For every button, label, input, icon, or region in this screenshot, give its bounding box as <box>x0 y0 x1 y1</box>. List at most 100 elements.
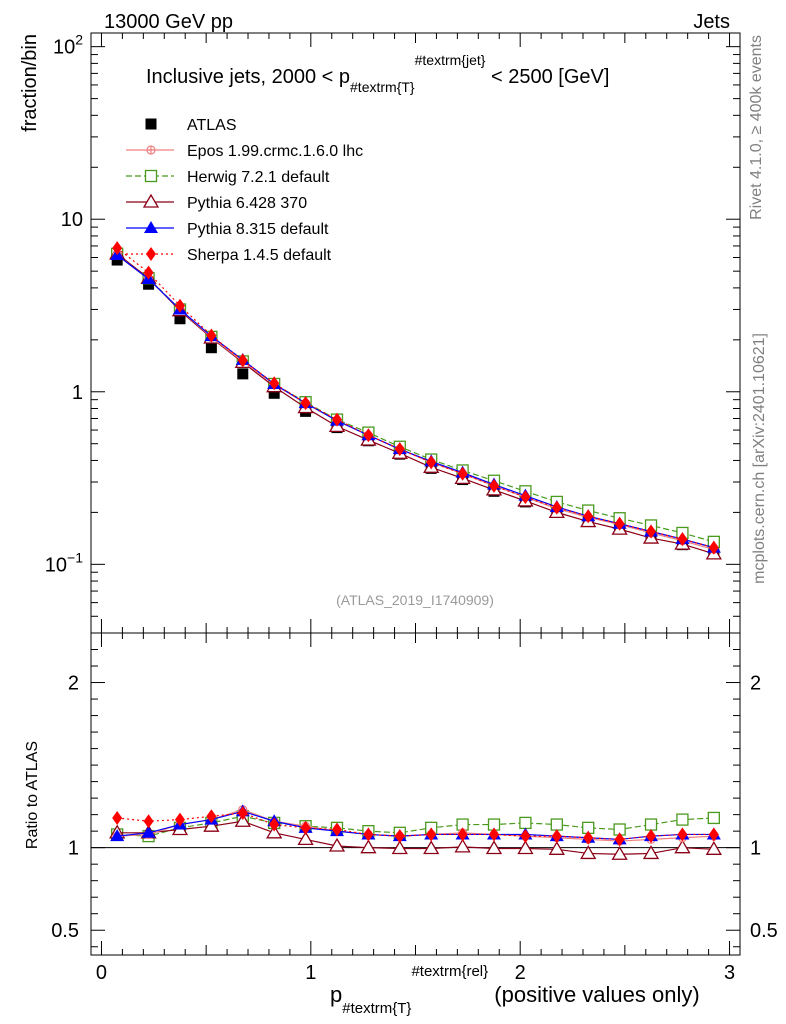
legend-entry-atlas: ATLAS <box>145 117 237 134</box>
xlabel-sub: #textrm{T} <box>342 1000 411 1017</box>
legend-marker <box>144 169 158 183</box>
rivet-label: Rivet 4.1.0, ≥ 400k events <box>748 35 765 220</box>
ratio-point-sherpa <box>677 827 688 842</box>
legend-entry-sherpa: Sherpa 1.4.5 default <box>126 247 332 264</box>
ratio-y-tick-label-left: 1 <box>68 838 79 860</box>
ratio-point-sherpa <box>489 827 500 842</box>
main-series-sherpa <box>112 241 719 555</box>
ratio-series-pythia6 <box>109 812 722 860</box>
ratio-point-pythia6 <box>266 824 283 839</box>
main-line-sherpa <box>116 247 714 549</box>
main-point-sherpa <box>269 376 280 391</box>
ratio-point-sherpa <box>394 829 405 844</box>
ratio-point-pythia6 <box>611 845 628 860</box>
main-point-sherpa <box>646 524 657 539</box>
ratio-point-sherpa <box>426 827 437 842</box>
ratio-point-pythia8 <box>141 825 156 838</box>
ratio-point-pythia6 <box>297 831 314 846</box>
legend-label: ATLAS <box>187 117 237 134</box>
main-series-atlas <box>111 254 720 560</box>
ratio-point-herwig <box>644 818 658 831</box>
ratio-point-sherpa <box>457 827 468 842</box>
main-point-sherpa <box>331 412 342 427</box>
ratio-point-pythia6 <box>423 840 440 855</box>
y-axis-label-ratio: Ratio to ATLAS <box>24 741 41 849</box>
legend: ATLAS Epos 1.99.crmc.1.6.0 lhc Herwig 7.2.… <box>126 117 363 264</box>
x-axis-label: p#textrm{T} #textrm{rel} (positive values… <box>330 963 700 1017</box>
ratio-point-sherpa <box>520 829 531 844</box>
legend-marker <box>146 145 156 155</box>
ratio-point-pythia6 <box>674 839 691 854</box>
legend-label: Pythia 6.428 370 <box>187 195 307 212</box>
main-point-sherpa <box>520 490 531 505</box>
mcplots-label: mcplots.cern.ch [arXiv:2401.10621] <box>751 333 768 584</box>
x-tick-label: 3 <box>724 962 735 984</box>
y-axis-label-top: fraction/bin <box>19 34 41 132</box>
legend-label: Sherpa 1.4.5 default <box>187 247 332 264</box>
y-tick-label-top: 102 <box>53 32 83 59</box>
ratio-point-pythia6 <box>517 840 534 855</box>
main-point-sherpa <box>112 241 123 256</box>
main-point-sherpa <box>174 298 185 313</box>
main-point-sherpa <box>206 328 217 343</box>
main-point-sherpa <box>237 353 248 368</box>
ratio-point-sherpa <box>143 814 154 829</box>
y-tick-label-top: 10 <box>61 209 83 231</box>
title-post: < 2500 [GeV] <box>485 66 609 88</box>
ratio-point-pythia8 <box>110 829 125 842</box>
ratio-y-tick-label-left: 0.5 <box>51 920 79 942</box>
ratio-point-herwig <box>519 816 532 830</box>
main-series-epos <box>112 250 719 555</box>
main-point-sherpa <box>708 540 719 555</box>
ratio-point-sherpa <box>300 820 311 835</box>
main-line-herwig <box>116 253 714 543</box>
ratio-point-sherpa <box>112 810 123 825</box>
main-point-atlas <box>174 313 186 325</box>
main-line-pythia8 <box>116 254 714 549</box>
ratio-point-herwig <box>550 818 563 831</box>
xlabel-sup: #textrm{rel} <box>411 963 488 980</box>
main-point-sherpa <box>143 265 154 280</box>
main-point-sherpa <box>614 516 625 531</box>
ratio-point-pythia6 <box>548 841 565 855</box>
ratio-panel-frame <box>90 632 741 956</box>
ratio-point-pythia6 <box>454 838 471 853</box>
ratio-point-pythia6 <box>391 840 408 855</box>
title-sub: #textrm{T} <box>350 79 415 95</box>
ratio-point-herwig <box>707 811 720 825</box>
ratio-line-sherpa <box>117 812 714 841</box>
main-point-sherpa <box>457 466 468 481</box>
title-sup: #textrm{jet} <box>415 52 486 68</box>
main-point-sherpa <box>551 500 562 515</box>
main-point-atlas <box>268 387 280 399</box>
xlabel-pre: p <box>330 982 342 1007</box>
main-point-atlas <box>237 368 249 380</box>
ratio-point-pythia6 <box>642 845 660 860</box>
legend-entry-epos: Epos 1.99.crmc.1.6.0 lhc <box>126 143 363 160</box>
ratio-series-sherpa <box>112 805 719 847</box>
ratio-point-sherpa <box>174 812 185 827</box>
chart-marks <box>109 241 722 860</box>
ratio-line-pythia6 <box>117 820 714 855</box>
main-point-sherpa <box>426 455 437 470</box>
legend-label: Pythia 8.315 default <box>187 221 329 238</box>
ratio-point-sherpa <box>206 809 217 824</box>
ratio-point-herwig <box>676 813 689 826</box>
ratio-series-herwig <box>111 810 720 843</box>
ratio-point-pythia6 <box>360 839 377 854</box>
y-tick-label-top: 1 <box>72 382 83 404</box>
legend-label: Herwig 7.2.1 default <box>187 169 330 186</box>
main-line-pythia6 <box>116 253 715 555</box>
main-series-herwig <box>111 247 720 548</box>
main-point-sherpa <box>489 478 500 493</box>
legend-marker <box>144 221 158 233</box>
legend-marker <box>142 193 160 208</box>
ratio-point-sherpa <box>363 827 374 842</box>
ratio-point-pythia6 <box>203 817 220 832</box>
x-tick-label: 0 <box>96 962 107 984</box>
main-point-sherpa <box>363 428 374 443</box>
y-tick-label-top: 10−1 <box>45 549 83 576</box>
legend-entry-pythia8: Pythia 8.315 default <box>126 221 329 238</box>
xlabel-post: (positive values only) <box>488 982 700 1007</box>
